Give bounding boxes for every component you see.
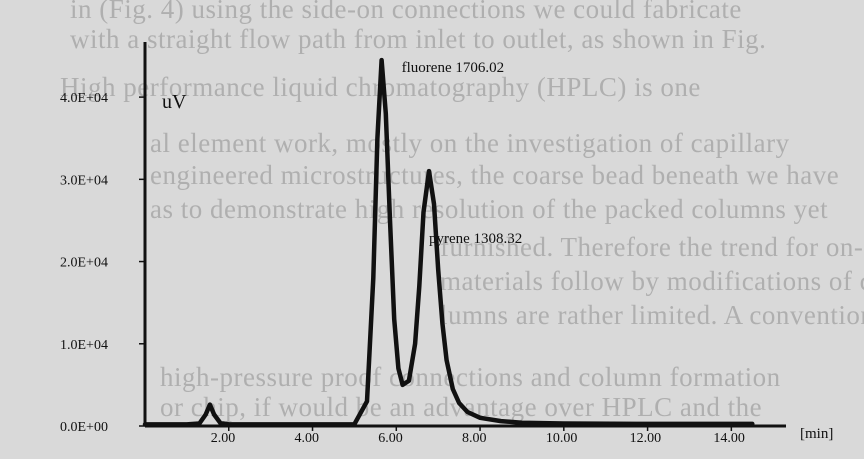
- x-tick-label: 14.00: [713, 431, 745, 446]
- x-tick-label: 6.00: [378, 431, 403, 446]
- y-tick-label: 4.0E+04: [60, 91, 108, 106]
- x-tick-label: 2.00: [211, 431, 236, 446]
- annotations: fluorene 1706.02 pyrene 1308.32: [402, 60, 523, 247]
- peak-annotation: pyrene 1308.32: [429, 231, 522, 247]
- bg-text-line: as to demonstrate high resolution of the…: [150, 194, 829, 224]
- y-tick-label: 2.0E+04: [60, 256, 108, 271]
- series-line: [142, 57, 755, 427]
- bg-text-line: high-pressure proof connections and colu…: [160, 362, 781, 392]
- bg-text-line: lumns are rather limited. A conventional…: [440, 300, 864, 330]
- y-axis-ticks: 0.0E+00 1.0E+04 2.0E+04 3.0E+04 4.0E+04: [60, 91, 145, 435]
- bg-text-line: furnished. Therefore the trend for on-ch…: [440, 232, 864, 262]
- bg-text-line: materials follow by modifications of cha…: [440, 266, 864, 296]
- y-tick-label: 0.0E+00: [60, 420, 108, 435]
- series-group: [142, 57, 755, 427]
- x-tick-label: 4.00: [295, 431, 320, 446]
- bg-text-line: engineered microstructures, the coarse b…: [150, 160, 840, 190]
- x-tick-label: 8.00: [462, 431, 487, 446]
- x-tick-label: 12.00: [630, 431, 662, 446]
- bg-text-line: in (Fig. 4) using the side-on connection…: [70, 0, 742, 24]
- x-axis-label: [min]: [800, 426, 833, 442]
- y-tick-label: 1.0E+04: [60, 338, 108, 353]
- bg-text-line: with a straight flow path from inlet to …: [70, 24, 767, 54]
- y-tick-label: 3.0E+04: [60, 173, 108, 188]
- y-axis-label: uV: [162, 91, 187, 113]
- bg-text-line: al element work, mostly on the investiga…: [150, 128, 790, 158]
- x-axis-ticks: 2.00 4.00 6.00 8.00 10.00 12.00 14.00: [211, 426, 745, 446]
- x-tick-label: 10.00: [546, 431, 578, 446]
- peak-annotation: fluorene 1706.02: [402, 60, 504, 76]
